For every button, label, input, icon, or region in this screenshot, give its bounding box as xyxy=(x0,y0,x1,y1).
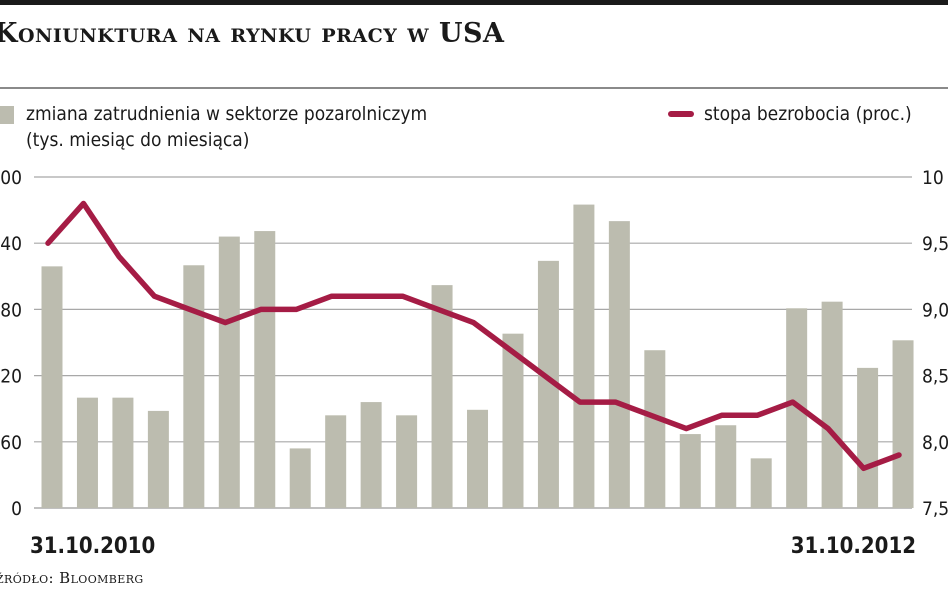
y-left-tick-label: 60 xyxy=(0,432,22,454)
employment-bar xyxy=(679,434,701,508)
legend-unemployment-label: stopa bezrobocia (proc.) xyxy=(704,103,912,125)
x-end-label: 31.10.2012 xyxy=(791,534,916,559)
employment-bar xyxy=(183,265,205,508)
employment-bar xyxy=(573,204,595,509)
employment-bar xyxy=(644,350,666,508)
y-left-tick-label: 300 xyxy=(0,167,22,189)
legend-line-swatch xyxy=(668,111,694,117)
employment-bar xyxy=(467,409,489,508)
employment-bar xyxy=(396,415,418,508)
y-left-tick-label: 0 xyxy=(11,498,22,520)
employment-bar xyxy=(608,221,630,508)
y-right-tick-label: 9,5 xyxy=(922,233,948,255)
employment-bar xyxy=(112,397,134,508)
employment-bar xyxy=(360,402,382,508)
employment-bar xyxy=(821,301,843,508)
y-right-tick-label: 10 xyxy=(922,167,944,189)
employment-bar xyxy=(147,410,169,508)
legend-employment-label: zmiana zatrudnienia w sektorze pozarolni… xyxy=(26,103,428,125)
y-left-tick-label: 240 xyxy=(0,233,22,255)
employment-bar xyxy=(502,333,524,508)
y-right-tick-label: 7,5 xyxy=(922,498,948,520)
employment-bar xyxy=(750,458,772,508)
legend-bar-swatch xyxy=(0,106,14,124)
employment-bar xyxy=(892,340,914,508)
top-rule xyxy=(0,0,948,5)
y-right-tick-label: 8,0 xyxy=(922,432,948,454)
employment-bar xyxy=(254,231,276,508)
employment-bar xyxy=(325,415,347,508)
y-right-tick-label: 9,0 xyxy=(922,299,948,321)
y-left-tick-label: 180 xyxy=(0,299,22,321)
y-left-tick-label: 120 xyxy=(0,366,22,388)
employment-bar xyxy=(715,425,737,508)
y-right-tick-label: 8,5 xyxy=(922,366,948,388)
employment-bar xyxy=(537,260,559,508)
unemployment-line xyxy=(45,200,902,472)
chart-title: Koniunktura na rynku pracy w USA xyxy=(0,18,505,49)
legend-employment-unit: (tys. miesiąc do miesiąca) xyxy=(26,129,250,151)
employment-bar xyxy=(41,266,63,508)
employment-bar xyxy=(218,236,240,508)
employment-bar xyxy=(857,367,879,508)
employment-bar xyxy=(431,285,453,508)
source-note: źródło: Bloomberg xyxy=(0,569,144,587)
title-rule xyxy=(0,87,948,89)
employment-bar xyxy=(289,448,311,508)
x-start-label: 31.10.2010 xyxy=(30,534,155,559)
employment-bar xyxy=(76,397,98,508)
